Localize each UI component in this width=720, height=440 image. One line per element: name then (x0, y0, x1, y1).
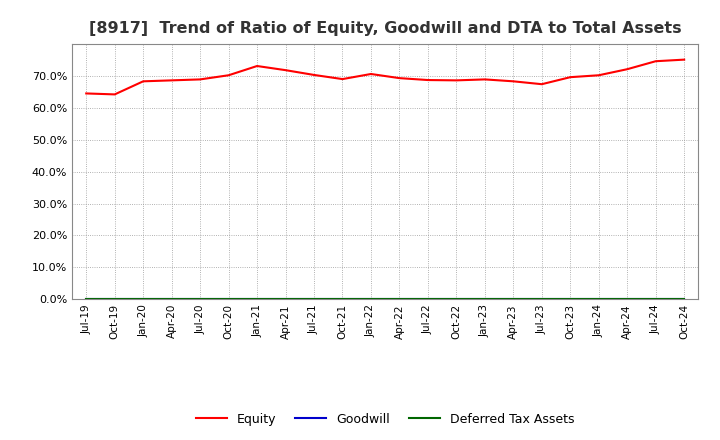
Equity (623, 66, 631, 72)
Legend: Equity, Goodwill, Deferred Tax Assets: Equity, Goodwill, Deferred Tax Assets (196, 413, 575, 425)
Deferred Tax Assets (82, 297, 91, 302)
Equity (595, 73, 603, 78)
Equity (566, 74, 575, 80)
Deferred Tax Assets (225, 297, 233, 302)
Equity (366, 71, 375, 77)
Goodwill (196, 297, 204, 302)
Goodwill (167, 297, 176, 302)
Goodwill (623, 297, 631, 302)
Goodwill (480, 297, 489, 302)
Deferred Tax Assets (310, 297, 318, 302)
Equity (110, 92, 119, 97)
Deferred Tax Assets (282, 297, 290, 302)
Equity (480, 77, 489, 82)
Equity (310, 72, 318, 77)
Goodwill (366, 297, 375, 302)
Goodwill (282, 297, 290, 302)
Equity (680, 57, 688, 62)
Title: [8917]  Trend of Ratio of Equity, Goodwill and DTA to Total Assets: [8917] Trend of Ratio of Equity, Goodwil… (89, 21, 682, 36)
Deferred Tax Assets (167, 297, 176, 302)
Equity (82, 91, 91, 96)
Deferred Tax Assets (196, 297, 204, 302)
Goodwill (652, 297, 660, 302)
Equity (225, 73, 233, 78)
Goodwill (139, 297, 148, 302)
Goodwill (680, 297, 688, 302)
Goodwill (423, 297, 432, 302)
Deferred Tax Assets (480, 297, 489, 302)
Deferred Tax Assets (509, 297, 518, 302)
Goodwill (310, 297, 318, 302)
Equity (196, 77, 204, 82)
Deferred Tax Assets (623, 297, 631, 302)
Goodwill (82, 297, 91, 302)
Goodwill (452, 297, 461, 302)
Deferred Tax Assets (680, 297, 688, 302)
Equity (253, 63, 261, 69)
Deferred Tax Assets (537, 297, 546, 302)
Goodwill (225, 297, 233, 302)
Equity (338, 77, 347, 82)
Deferred Tax Assets (595, 297, 603, 302)
Goodwill (509, 297, 518, 302)
Deferred Tax Assets (452, 297, 461, 302)
Equity (167, 78, 176, 83)
Goodwill (566, 297, 575, 302)
Equity (395, 76, 404, 81)
Equity (652, 59, 660, 64)
Deferred Tax Assets (566, 297, 575, 302)
Equity (282, 67, 290, 73)
Deferred Tax Assets (110, 297, 119, 302)
Line: Equity: Equity (86, 60, 684, 95)
Deferred Tax Assets (652, 297, 660, 302)
Deferred Tax Assets (253, 297, 261, 302)
Goodwill (110, 297, 119, 302)
Goodwill (338, 297, 347, 302)
Equity (423, 77, 432, 83)
Deferred Tax Assets (423, 297, 432, 302)
Deferred Tax Assets (395, 297, 404, 302)
Deferred Tax Assets (366, 297, 375, 302)
Equity (509, 79, 518, 84)
Goodwill (395, 297, 404, 302)
Equity (452, 78, 461, 83)
Goodwill (253, 297, 261, 302)
Deferred Tax Assets (139, 297, 148, 302)
Equity (537, 81, 546, 87)
Equity (139, 79, 148, 84)
Goodwill (595, 297, 603, 302)
Goodwill (537, 297, 546, 302)
Deferred Tax Assets (338, 297, 347, 302)
